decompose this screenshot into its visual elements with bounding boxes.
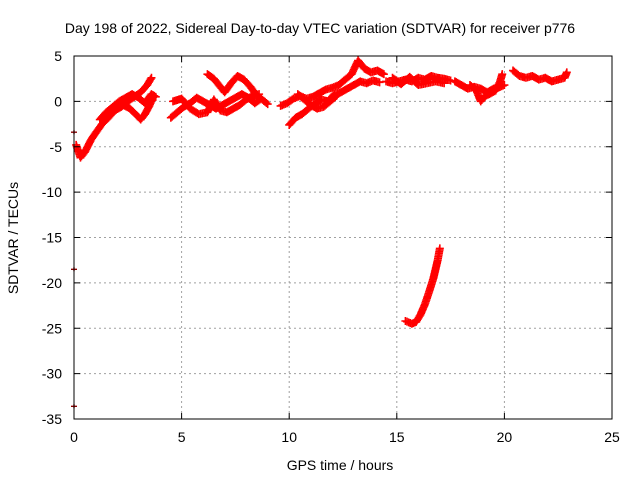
y-tick-labels: 5 0 -5 -10 -15 -20 -25 -30 -35 xyxy=(42,48,62,427)
x-tick-label: 5 xyxy=(178,429,186,445)
y-tick-label: -30 xyxy=(42,366,62,382)
data-point xyxy=(331,93,340,102)
data-point xyxy=(562,68,571,77)
y-tick-label: -25 xyxy=(42,320,62,336)
grid-lines xyxy=(74,56,612,419)
y-tick-label: -10 xyxy=(42,184,62,200)
data-series xyxy=(203,70,261,100)
data-point xyxy=(262,99,271,108)
data-point xyxy=(263,100,272,109)
data-point xyxy=(146,75,155,84)
y-tick-label: -20 xyxy=(42,275,62,291)
y-tick-label: 5 xyxy=(54,48,62,64)
data-series xyxy=(509,66,571,86)
data-series xyxy=(465,70,507,106)
y-tick-label: 0 xyxy=(54,93,62,109)
data-point xyxy=(440,79,449,88)
y-tick-label: -35 xyxy=(42,411,62,427)
chart-title: Day 198 of 2022, Sidereal Day-to-day VTE… xyxy=(65,20,575,36)
data-point xyxy=(252,91,261,100)
data-point xyxy=(498,70,507,79)
data-series xyxy=(168,90,264,119)
data-series xyxy=(388,72,449,90)
x-tick-labels: 0 5 10 15 20 25 xyxy=(70,429,620,445)
axis-ticks xyxy=(73,55,613,420)
x-tick-label: 20 xyxy=(497,429,513,445)
y-tick-label: -5 xyxy=(50,139,63,155)
x-axis-label: GPS time / hours xyxy=(287,457,394,473)
x-tick-label: 15 xyxy=(389,429,405,445)
data-series xyxy=(293,90,341,113)
x-tick-label: 25 xyxy=(604,429,620,445)
y-tick-label: -15 xyxy=(42,230,62,246)
data-point xyxy=(147,73,156,82)
data-point xyxy=(375,78,384,87)
data-point xyxy=(251,90,260,99)
data-markers xyxy=(71,56,571,409)
data-point xyxy=(332,91,341,100)
data-point xyxy=(435,244,444,253)
x-tick-label: 10 xyxy=(281,429,297,445)
y-axis-label: SDTVAR / TECUs xyxy=(5,182,21,294)
data-point xyxy=(446,76,455,85)
data-series xyxy=(401,244,444,328)
data-point xyxy=(379,70,388,79)
data-series xyxy=(113,91,158,124)
x-tick-label: 0 xyxy=(70,429,78,445)
data-point xyxy=(149,91,158,100)
